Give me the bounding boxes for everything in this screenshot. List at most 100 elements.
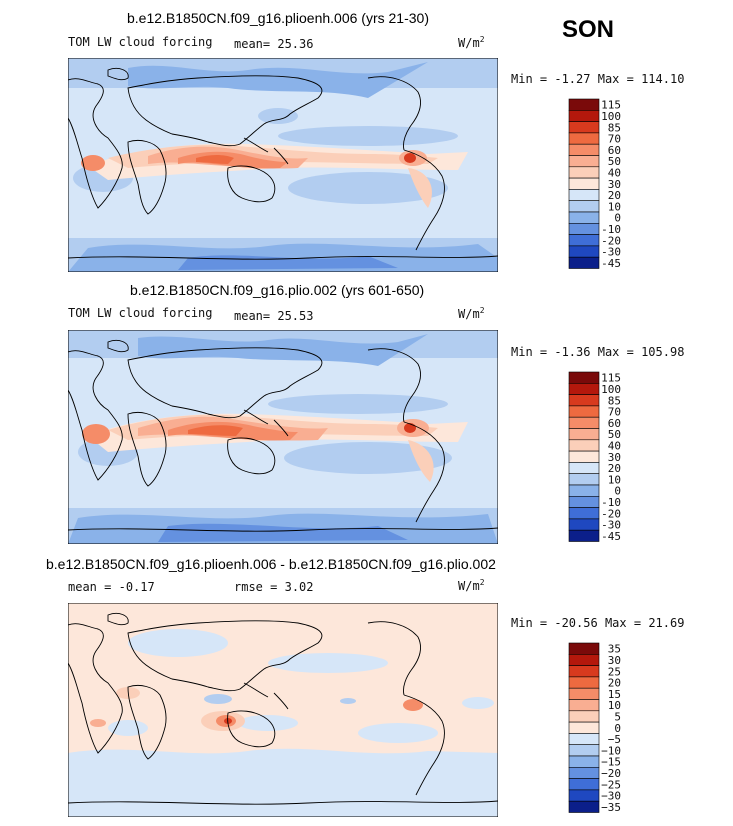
- panel-2-mean-label: mean=: [234, 309, 271, 323]
- panel-2-minmax: Min = -1.36 Max = 105.98: [511, 345, 684, 359]
- colorbar-tick-label: -10: [601, 496, 621, 509]
- colorbar-swatch: [568, 733, 600, 746]
- colorbar-swatch: [568, 189, 600, 202]
- panel-1-max-label: Max =: [597, 72, 634, 86]
- colorbar-tick-label: -10: [601, 223, 621, 236]
- panel-2-map: [68, 330, 498, 544]
- colorbar-tick-label: 85: [608, 121, 621, 134]
- colorbar-swatch: [568, 394, 600, 407]
- panel-1-max-value: 114.10: [641, 72, 685, 86]
- colorbar-swatch: [568, 200, 600, 213]
- colorbar-swatch: [568, 699, 600, 712]
- panel-3-max-label: Max =: [604, 616, 642, 630]
- colorbar-tick-label: 115: [601, 372, 621, 385]
- colorbar-swatch: [568, 767, 600, 779]
- colorbar-swatch: [568, 428, 600, 441]
- colorbar-tick-label: 20: [608, 462, 621, 475]
- colorbar-swatch: [568, 110, 600, 122]
- colorbar-tick-label: 100: [601, 110, 621, 123]
- colorbar-tick-label: 60: [608, 144, 621, 157]
- colorbar-swatch: [568, 121, 600, 134]
- colorbar-tick-label: 20: [608, 677, 621, 690]
- colorbar-tick-label: -30: [601, 519, 621, 532]
- colorbar-swatch: [568, 450, 600, 463]
- colorbar-tick-label: 70: [608, 133, 621, 146]
- colorbar-tick-label: 25: [608, 665, 621, 678]
- panel-2-units-base: W/m: [458, 307, 480, 321]
- panel-3-max-value: 21.69: [648, 616, 685, 630]
- colorbar-tick-label: −5: [608, 733, 621, 746]
- colorbar-tick-label: −30: [601, 790, 621, 803]
- panel-3-units-exp: 2: [479, 578, 485, 587]
- colorbar-tick-label: 10: [608, 699, 621, 712]
- colorbar-swatch: [568, 529, 600, 542]
- panel-1-title: b.e12.B1850CN.f09_g16.plioenh.006 (yrs 2…: [127, 10, 429, 26]
- colorbar-tick-label: 50: [608, 155, 621, 168]
- panel-2-variable: TOM LW cloud forcing: [68, 306, 213, 320]
- panel-3-min-label: Min =: [511, 616, 548, 630]
- colorbar-swatch: [568, 223, 600, 235]
- season-label: SON: [562, 16, 615, 43]
- colorbar-swatch: [568, 166, 600, 179]
- panel-2-max-label: Max =: [597, 345, 634, 359]
- colorbar-swatch: [568, 710, 600, 723]
- colorbar-swatch: [568, 211, 600, 224]
- colorbar-tick-label: 30: [608, 451, 621, 464]
- colorbar-tick-label: −25: [601, 778, 621, 791]
- colorbar-tick-label: -30: [601, 246, 621, 259]
- panel-2-units-exp: 2: [479, 306, 485, 315]
- panel-1-units: W/m2: [458, 35, 485, 50]
- colorbar-tick-label: 100: [601, 383, 621, 396]
- colorbar-swatch: [568, 383, 600, 395]
- colorbar-swatch: [568, 256, 600, 269]
- panel-1-mean-value: 25.36: [277, 37, 314, 51]
- panel-3-min-value: -20.56: [554, 616, 598, 630]
- panel-3-minmax: Min = -20.56 Max = 21.69: [511, 616, 684, 630]
- colorbar-tick-label: −10: [601, 744, 621, 757]
- colorbar-tick-label: 30: [608, 178, 621, 191]
- panel-2-title: b.e12.B1850CN.f09_g16.plio.002 (yrs 601-…: [130, 282, 425, 298]
- colorbar-swatch: [568, 676, 600, 689]
- panel-3-mean-label: mean =: [68, 580, 112, 594]
- colorbar-swatch: [568, 642, 600, 655]
- panel-3-units-base: W/m: [458, 579, 480, 593]
- panel-1-minmax: Min = -1.27 Max = 114.10: [511, 72, 684, 86]
- colorbar-swatch: [568, 496, 600, 508]
- colorbar-tick-label: 0: [614, 722, 621, 735]
- colorbar-swatch: [568, 484, 600, 497]
- colorbar-swatch: [568, 518, 600, 531]
- colorbar-swatch: [568, 665, 600, 678]
- panel-3-units: W/m2: [458, 578, 485, 593]
- colorbar-tick-label: −35: [601, 801, 621, 814]
- colorbar-swatch: [568, 744, 600, 757]
- colorbar-tick-label: 35: [608, 643, 621, 656]
- colorbar-tick-label: 70: [608, 406, 621, 419]
- colorbar-swatch: [568, 721, 600, 734]
- colorbar-tick-label: 15: [608, 688, 621, 701]
- panel-2-max-value: 105.98: [641, 345, 685, 359]
- panel-1-units-exp: 2: [479, 35, 485, 44]
- panel-1-min-label: Min =: [511, 72, 548, 86]
- colorbar-tick-label: -20: [601, 507, 621, 520]
- colorbar-swatch: [568, 155, 600, 168]
- panel-3-mean-value: -0.17: [118, 580, 155, 594]
- colorbar-swatch: [568, 132, 600, 145]
- colorbar-swatch: [568, 462, 600, 475]
- colorbar-swatch: [568, 439, 600, 452]
- panel-1-variable: TOM LW cloud forcing: [68, 35, 213, 49]
- colorbar-tick-label: -20: [601, 234, 621, 247]
- colorbar-tick-label: 30: [608, 654, 621, 667]
- colorbar-swatch: [568, 687, 600, 700]
- colorbar-tick-label: 40: [608, 166, 621, 179]
- colorbar-tick-label: 40: [608, 439, 621, 452]
- panel-1-mean-label: mean=: [234, 37, 271, 51]
- colorbar-tick-label: 115: [601, 99, 621, 112]
- panel-2-min-label: Min =: [511, 345, 548, 359]
- colorbar-swatch: [568, 405, 600, 418]
- panel-2-mean: mean= 25.53: [234, 309, 313, 323]
- colorbar-swatch: [568, 177, 600, 190]
- colorbar-swatch: [568, 416, 600, 429]
- colorbar-tick-label: 20: [608, 189, 621, 202]
